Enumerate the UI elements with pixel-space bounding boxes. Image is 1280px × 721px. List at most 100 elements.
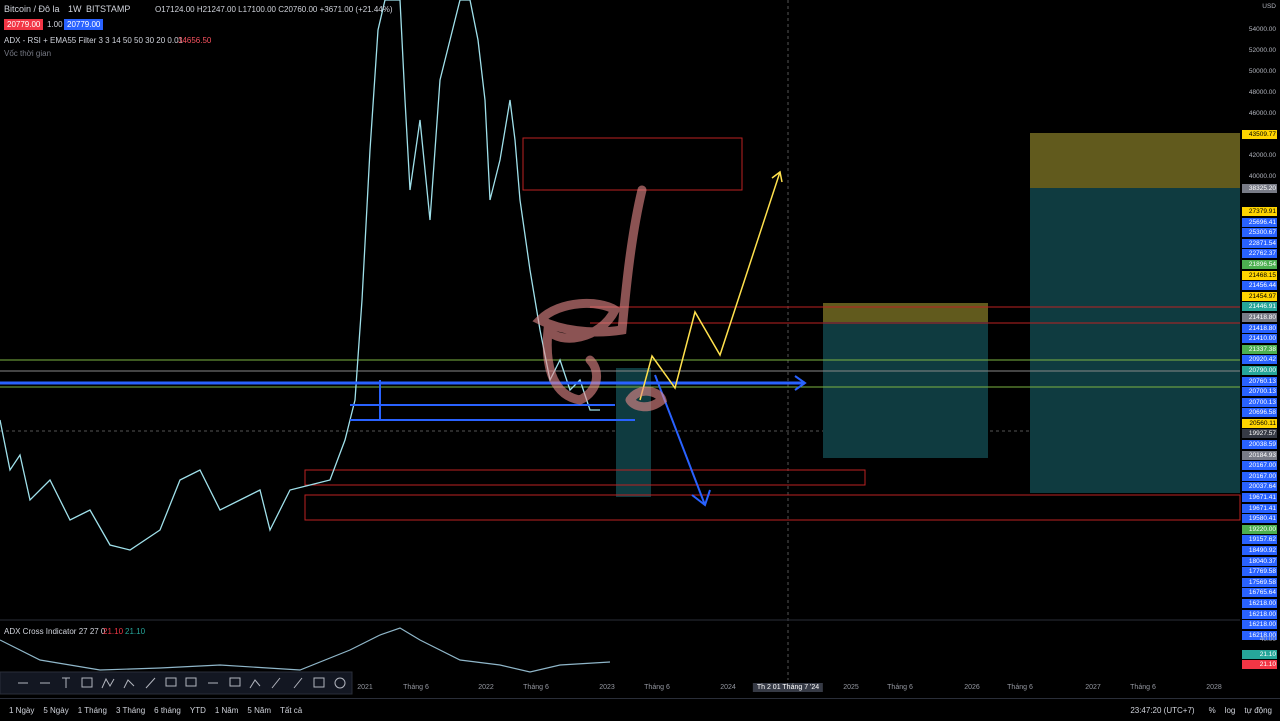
range-button[interactable]: 5 Năm xyxy=(247,705,271,715)
price-label: 16218.00 xyxy=(1242,609,1277,619)
price-label: 25696.41 xyxy=(1242,217,1277,227)
price-label: 43509.77 xyxy=(1242,130,1277,139)
scribble xyxy=(532,185,668,412)
time-label: 2024 xyxy=(720,684,736,691)
price-label: 20790.00 xyxy=(1242,365,1277,375)
price-label: 21410.00 xyxy=(1242,334,1277,344)
time-label: 2026 xyxy=(964,684,980,691)
price-label: 22871.54 xyxy=(1242,238,1277,248)
price-label: 19927.57 xyxy=(1242,429,1277,439)
currency[interactable]: USD xyxy=(1262,3,1276,10)
price-label: 20920.42 xyxy=(1242,355,1277,365)
time-label: Tháng 6 xyxy=(887,684,913,691)
adx-line xyxy=(0,627,611,673)
price-label: 21337.38 xyxy=(1242,344,1277,354)
price-label: 25300.67 xyxy=(1242,228,1277,238)
time-label: Tháng 6 xyxy=(1007,684,1033,691)
price-label: 16218.00 xyxy=(1242,620,1277,630)
spread: 1.00 xyxy=(47,20,63,29)
time-label: Th 2 01 Tháng 7 '24 xyxy=(752,683,824,692)
price-label: 16765.64 xyxy=(1242,588,1277,598)
timezone-label: Vốc thời gian xyxy=(4,49,52,58)
box xyxy=(304,469,866,486)
price-label: 17569.58 xyxy=(1242,577,1277,587)
price-label: 20700.13 xyxy=(1242,387,1277,397)
price-label: 46000.00 xyxy=(1248,110,1276,117)
price-label: 18490.92 xyxy=(1242,546,1277,555)
price-line xyxy=(0,0,600,551)
arrow xyxy=(691,489,711,507)
price-label: 16218.00 xyxy=(1242,630,1277,640)
price-label: 40000.00 xyxy=(1248,173,1276,180)
clock: 23:47:20 (UTC+7) xyxy=(1130,705,1195,715)
price-label: 17769.58 xyxy=(1242,567,1277,577)
auto-toggle[interactable]: tự động xyxy=(1244,705,1272,715)
price-label: 19671.41 xyxy=(1242,493,1277,503)
price-label: 21896.54 xyxy=(1242,259,1277,269)
range-button[interactable]: 1 Năm xyxy=(214,705,239,715)
price-label: 21446.91 xyxy=(1242,302,1277,312)
percent-toggle[interactable]: % xyxy=(1208,705,1216,715)
range-button[interactable]: 3 Tháng xyxy=(115,705,146,715)
price-label: 19671.41 xyxy=(1242,503,1277,513)
indicator-legend: ADX - RSI + EMA55 Filter 3 3 14 50 50 30… xyxy=(4,36,183,45)
arrow xyxy=(794,375,807,391)
sell-button[interactable]: 20779.00 xyxy=(4,19,44,30)
time-label: Tháng 6 xyxy=(523,684,549,691)
price-label: 20037.64 xyxy=(1242,482,1277,492)
ohlc: O17124.00 H21247.00 L17100.00 C20760.00 … xyxy=(155,5,393,14)
price-label: 19580.41 xyxy=(1242,514,1277,524)
bottom-bar: 1 Ngày 5 Ngày 1 Tháng 3 Tháng 6 tháng YTD 1 Nă… xyxy=(0,698,1280,721)
price-label: 20184.93 xyxy=(1242,450,1277,460)
price-label: 20167.00 xyxy=(1242,471,1277,481)
symbol[interactable]: Bitcoin / Đô la xyxy=(4,4,60,14)
price-label: 42000.00 xyxy=(1248,152,1276,159)
price-label: 21418.80 xyxy=(1242,312,1277,322)
time-label: 2022 xyxy=(478,684,494,691)
price-label: 38325.20 xyxy=(1242,184,1277,193)
range-button[interactable]: YTD xyxy=(189,705,206,715)
target-zone xyxy=(823,303,988,322)
range-button[interactable]: 6 tháng xyxy=(154,705,181,715)
price-label: 48000.00 xyxy=(1248,89,1276,96)
axis-label: 21.10 xyxy=(1242,660,1277,669)
log-toggle[interactable]: log xyxy=(1224,705,1236,715)
price-label: 50000.00 xyxy=(1248,68,1276,75)
price-label: 27379.91 xyxy=(1242,207,1277,216)
time-label: Tháng 6 xyxy=(1130,684,1156,691)
time-label: 2025 xyxy=(843,684,859,691)
interval[interactable]: 1W xyxy=(68,4,82,14)
range-button[interactable]: 5 Ngày xyxy=(43,705,69,715)
price-label: 21454.97 xyxy=(1242,291,1277,301)
price-label: 18040.37 xyxy=(1242,556,1277,566)
arrow xyxy=(771,170,783,183)
indicator-title: ADX Cross Indicator 27 27 0 xyxy=(4,627,106,636)
price-label: 22762.37 xyxy=(1242,249,1277,259)
buy-button[interactable]: 20779.00 xyxy=(64,19,104,30)
price-label: 20700.13 xyxy=(1242,397,1277,407)
target-zone xyxy=(1030,133,1240,188)
time-label: 2021 xyxy=(357,684,373,691)
time-label: 2028 xyxy=(1206,684,1222,691)
price-label: 52000.00 xyxy=(1248,47,1276,54)
range-button[interactable]: Tất cả xyxy=(279,705,303,715)
axis-label: 40.00 xyxy=(1259,636,1276,643)
range-button[interactable]: 1 Ngày xyxy=(9,705,35,715)
projection xyxy=(639,171,781,401)
price-label: 21468.15 xyxy=(1242,270,1277,280)
range-button[interactable]: 1 Tháng xyxy=(77,705,107,715)
price-label: 20560.11 xyxy=(1242,418,1277,428)
box xyxy=(304,494,1241,521)
price-label: 20760.13 xyxy=(1242,376,1277,386)
price-label-stack: 27379.91 25696.41 25300.67 22871.54 22762.37… xyxy=(1242,207,1277,640)
indicator-value: 34656.50 xyxy=(178,36,212,45)
price-label: 20038.59 xyxy=(1242,440,1277,450)
price-label: 19157.62 xyxy=(1242,535,1277,545)
time-label: 2027 xyxy=(1085,684,1101,691)
price-label: 19220.00 xyxy=(1242,524,1277,534)
stop-zone xyxy=(1030,188,1240,493)
price-label: 21456.44 xyxy=(1242,281,1277,291)
price-label: 54000.00 xyxy=(1248,26,1276,33)
